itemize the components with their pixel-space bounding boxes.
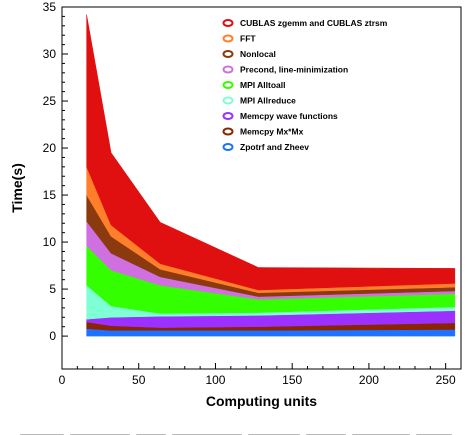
y-tick-label: 0 [49, 329, 56, 343]
legend-swatch [222, 143, 234, 151]
legend-label: MPI Allreduce [240, 96, 296, 106]
y-axis-title: Time(s) [9, 163, 25, 213]
y-tick-label: 15 [43, 188, 57, 202]
y-tick-label: 5 [49, 282, 56, 296]
legend-swatch [222, 96, 234, 105]
y-ticks: 0 5 10 15 20 25 30 35 [43, 0, 68, 343]
legend: CUBLAS zgemm and CUBLAS ztrsm FFT Nonlocal… [222, 18, 388, 152]
legend-swatch [222, 19, 234, 27]
legend-label: Nonlocal [240, 49, 276, 59]
x-axis-title: Computing units [206, 393, 317, 409]
x-tick-label: 150 [282, 373, 302, 387]
legend-label: CUBLAS zgemm and CUBLAS ztrsm [240, 18, 388, 28]
x-ticks: 0 50 100 150 200 250 [59, 363, 456, 387]
legend-label: Memcpy wave functions [240, 111, 338, 121]
y-tick-label: 25 [43, 94, 57, 108]
legend-label: Memcpy Mx*Mx [240, 127, 304, 137]
legend-label: FFT [240, 34, 256, 44]
y-tick-label: 20 [43, 141, 57, 155]
legend-swatch [222, 65, 234, 74]
area-series-8 [86, 14, 456, 291]
x-tick-label: 0 [59, 373, 66, 387]
legend-swatch [222, 34, 234, 43]
x-tick-label: 250 [436, 373, 456, 387]
y-tick-label: 10 [43, 235, 57, 249]
legend-swatch [222, 50, 234, 58]
legend-swatch [222, 127, 234, 136]
legend-label: Zpotrf and Zheev [240, 142, 309, 152]
x-tick-label: 50 [132, 373, 146, 387]
x-tick-label: 100 [205, 373, 225, 387]
legend-label: MPI Alltoall [240, 80, 286, 90]
x-tick-label: 200 [359, 373, 379, 387]
cropped-caption-text [20, 424, 460, 435]
y-tick-label: 35 [43, 0, 57, 14]
legend-swatch [222, 112, 234, 120]
legend-label: Precond, line-minimization [240, 65, 348, 75]
y-tick-label: 30 [43, 47, 57, 61]
area-layer [86, 14, 456, 337]
legend-swatch [222, 81, 234, 89]
